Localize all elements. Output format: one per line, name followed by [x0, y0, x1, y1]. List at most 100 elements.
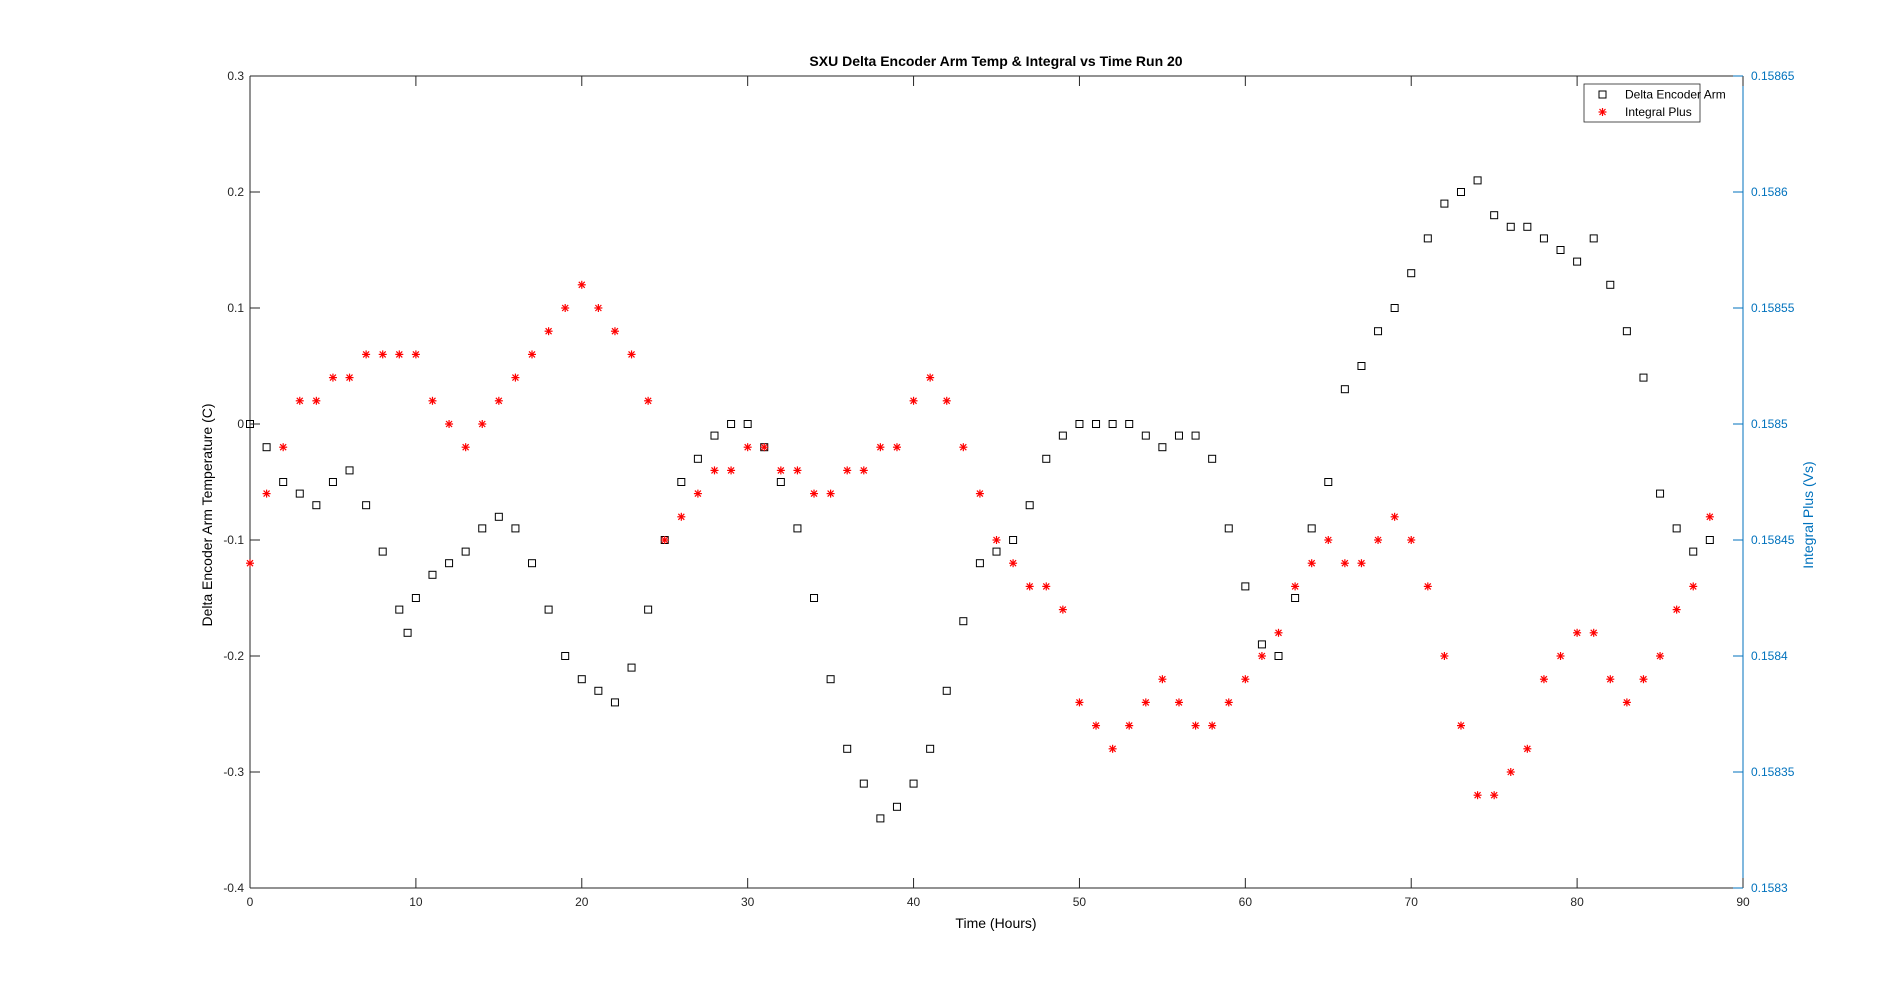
delta-encoder-arm-point — [1191, 431, 1200, 440]
integral-plus-point — [544, 327, 553, 336]
integral-plus-point — [279, 443, 288, 452]
delta-encoder-arm-point — [428, 570, 437, 579]
integral-plus-point — [1656, 652, 1665, 660]
delta-encoder-arm-point — [1423, 234, 1432, 243]
integral-plus-point — [378, 350, 387, 359]
delta-encoder-arm-point — [1324, 478, 1333, 486]
delta-encoder-arm-point — [1075, 420, 1084, 428]
integral-plus-point — [1407, 536, 1416, 544]
legend-label-delta-encoder-arm: Delta Encoder Arm — [1625, 88, 1726, 102]
integral-plus-point — [1440, 652, 1449, 660]
integral-plus-point — [1705, 512, 1714, 521]
x-tick-label: 50 — [1073, 895, 1087, 909]
delta-encoder-arm-point — [1241, 582, 1250, 591]
delta-encoder-arm-point — [1622, 327, 1631, 336]
integral-plus-point — [1158, 675, 1167, 684]
integral-plus-point — [926, 373, 935, 382]
delta-encoder-arm-point — [1174, 431, 1183, 440]
integral-plus-point — [1108, 744, 1117, 753]
delta-encoder-arm-point — [693, 454, 702, 463]
delta-encoder-arm-point — [992, 547, 1001, 556]
integral-plus-point — [1058, 605, 1067, 614]
integral-plus-point — [461, 443, 470, 452]
integral-plus-point — [561, 304, 570, 312]
integral-plus-point — [1191, 721, 1200, 730]
delta-encoder-arm-point — [295, 489, 304, 498]
y-right-tick-label: 0.1585 — [1751, 417, 1788, 431]
integral-plus-point — [362, 350, 371, 359]
integral-plus-point — [312, 396, 321, 405]
delta-encoder-arm-point — [395, 605, 404, 614]
delta-encoder-arm-point — [544, 605, 553, 614]
delta-encoder-arm-point — [1506, 222, 1515, 231]
delta-encoder-arm-point — [942, 686, 951, 695]
delta-encoder-arm-point — [577, 675, 586, 684]
integral-plus-point — [959, 443, 968, 452]
delta-encoder-arm-point — [461, 547, 470, 556]
x-tick-label: 0 — [247, 895, 254, 909]
integral-plus-point — [494, 396, 503, 405]
x-tick-label: 30 — [741, 895, 755, 909]
delta-encoder-arm-point — [776, 478, 785, 486]
delta-encoder-arm-point — [1672, 524, 1681, 533]
integral-plus-point — [1324, 536, 1333, 544]
integral-plus-point — [345, 373, 354, 382]
delta-encoder-arm-point — [528, 559, 537, 568]
delta-encoder-arm-point — [1274, 652, 1283, 660]
integral-plus-point — [627, 350, 636, 359]
delta-encoder-arm-point — [909, 779, 918, 788]
x-tick-label: 90 — [1736, 895, 1750, 909]
integral-plus-point — [1042, 582, 1051, 591]
integral-plus-point — [395, 350, 404, 359]
delta-encoder-arm-point — [1340, 385, 1349, 394]
integral-plus-point — [644, 396, 653, 405]
y-right-tick-label: 0.15835 — [1751, 765, 1795, 779]
delta-encoder-arm-point — [710, 431, 719, 440]
integral-plus-point — [975, 489, 984, 498]
delta-encoder-arm-point — [378, 547, 387, 556]
integral-plus-point — [743, 443, 752, 452]
delta-encoder-arm-point — [610, 698, 619, 707]
delta-encoder-arm-point — [1705, 536, 1714, 544]
y-axis-left-title: Delta Encoder Arm Temperature (C) — [199, 403, 215, 626]
integral-plus-point — [992, 536, 1001, 544]
integral-plus-point — [909, 396, 918, 405]
delta-encoder-arm-point — [644, 605, 653, 614]
integral-plus-point — [1075, 698, 1084, 707]
legend-asterisk-marker — [1598, 108, 1607, 116]
delta-encoder-arm-point — [859, 779, 868, 788]
delta-encoder-arm-point — [262, 443, 271, 452]
x-tick-label: 80 — [1570, 895, 1584, 909]
integral-plus-point — [660, 536, 669, 544]
integral-plus-point — [876, 443, 885, 452]
integral-plus-point — [1340, 559, 1349, 568]
y-left-tick-label: 0.2 — [227, 185, 244, 199]
integral-plus-point — [1025, 582, 1034, 591]
integral-plus-point — [1689, 582, 1698, 591]
integral-plus-point — [1009, 559, 1018, 568]
integral-plus-point — [1257, 652, 1266, 660]
integral-plus-point — [1423, 582, 1432, 591]
integral-plus-point — [793, 466, 802, 475]
delta-encoder-arm-point — [494, 512, 503, 521]
integral-plus-point — [594, 304, 603, 312]
legend-box — [1583, 83, 1701, 123]
integral-plus-point — [262, 489, 271, 498]
integral-plus-point — [1639, 675, 1648, 684]
integral-plus-point — [1573, 628, 1582, 637]
integral-plus-point — [478, 420, 487, 428]
integral-plus-point — [1307, 559, 1316, 568]
integral-plus-point — [1473, 791, 1482, 800]
delta-encoder-arm-point — [1257, 640, 1266, 649]
delta-encoder-arm-point — [1357, 362, 1366, 370]
integral-plus-point — [1672, 605, 1681, 614]
x-tick-label: 60 — [1239, 895, 1253, 909]
delta-encoder-arm-point — [1407, 269, 1416, 278]
delta-encoder-arm-point — [328, 478, 337, 486]
integral-plus-point — [677, 512, 686, 521]
integral-plus-point — [411, 350, 420, 359]
y-left-tick-label: 0 — [237, 417, 244, 431]
legend-label-integral-plus: Integral Plus — [1625, 105, 1692, 119]
